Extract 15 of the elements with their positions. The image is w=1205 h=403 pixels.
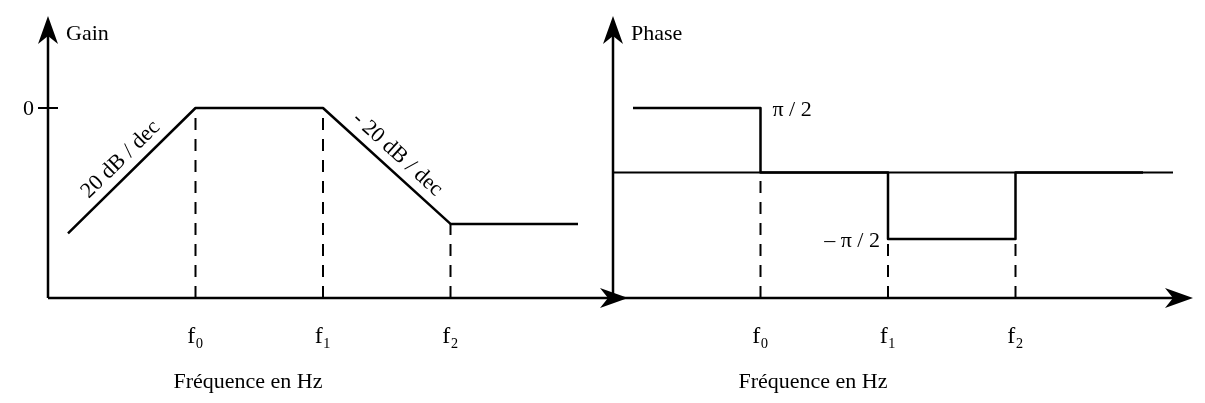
x-tick-label: f₁ bbox=[879, 322, 897, 348]
annotation: - 20 dB / dec bbox=[348, 105, 450, 201]
annotation: – π / 2 bbox=[823, 227, 880, 253]
x-tick-label: f₂ bbox=[442, 322, 459, 348]
x-tick-label: f₀ bbox=[187, 322, 204, 348]
annotation: 20 dB / dec bbox=[74, 113, 165, 203]
x-axis-title: Fréquence en Hz bbox=[738, 368, 888, 393]
x-tick-label: f₁ bbox=[314, 322, 332, 348]
y-axis-title: Phase bbox=[631, 20, 683, 45]
text: 0 bbox=[23, 95, 34, 120]
annotation: π / 2 bbox=[772, 96, 812, 121]
x-tick-label: f₂ bbox=[1007, 322, 1024, 348]
x-axis-title: Fréquence en Hz bbox=[173, 368, 323, 393]
y-axis-title: Gain bbox=[66, 20, 109, 45]
x-tick-label: f₀ bbox=[752, 322, 769, 348]
